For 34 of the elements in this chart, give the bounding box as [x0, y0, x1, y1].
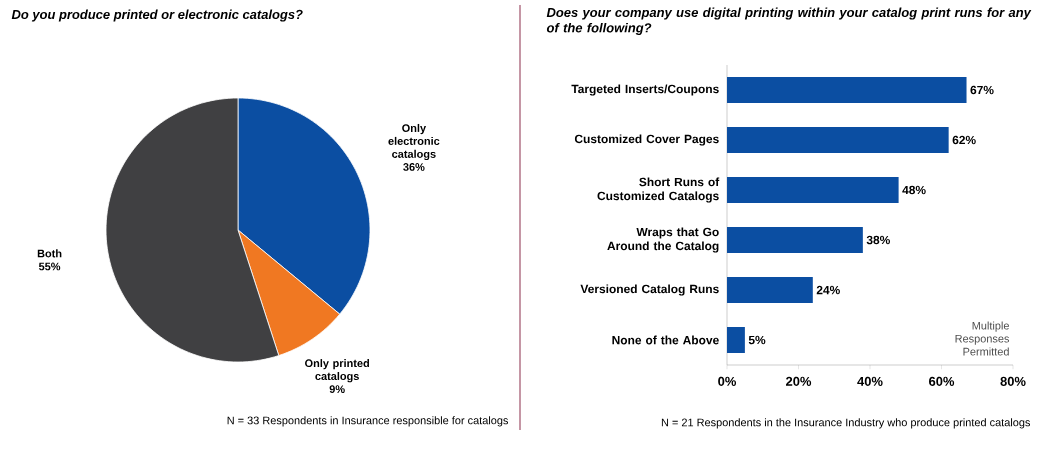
slice-label: Only printed catalogs [305, 359, 369, 383]
text: N = 21 Respondents in the Insurance Industry who produce printed catalogs [661, 418, 1031, 429]
slice-label: Both [37, 249, 62, 258]
y-tick-label: Short Runs of Customized Catalogs [597, 177, 720, 203]
x-tick-label: 20% [786, 376, 812, 386]
bar [727, 227, 863, 253]
bar [727, 177, 899, 203]
data-label: 67% [970, 85, 994, 95]
slice-label: Only electronic catalogs [388, 123, 440, 161]
y-tick-label: Targeted Inserts/Coupons [571, 84, 719, 96]
data-label: 9% [329, 385, 345, 394]
y-tick-label: Versioned Catalog Runs [580, 284, 719, 296]
text: N = 33 Respondents in Insurance responsible for catalogs [227, 416, 509, 427]
x-tick-label: 0% [718, 376, 737, 386]
data-label: 55% [38, 262, 61, 271]
annotation: Multiple Responses Permitted [955, 321, 1010, 356]
data-label: 24% [816, 285, 840, 295]
x-tick-label: 40% [857, 376, 883, 386]
x-tick-label: 80% [1000, 376, 1026, 386]
y-tick-label: Wraps that Go Around the Catalog [607, 227, 719, 253]
x-tick-label: 60% [929, 376, 955, 386]
y-tick-label: None of the Above [612, 335, 719, 345]
data-label: 48% [902, 185, 926, 195]
data-label: 62% [952, 135, 976, 145]
chart-title: Do you produce printed or electronic catalogs? [11, 9, 303, 22]
bar [727, 327, 745, 353]
y-tick-label: Customized Cover Pages [574, 134, 719, 146]
data-label: 36% [403, 163, 425, 171]
chart-title: Does your company use digital printing within your catalog print runs for any of the following? [546, 7, 1032, 36]
bar [727, 127, 949, 154]
bar [727, 277, 813, 303]
bar [727, 77, 967, 104]
data-label: 5% [748, 335, 766, 345]
data-label: 38% [866, 235, 890, 245]
